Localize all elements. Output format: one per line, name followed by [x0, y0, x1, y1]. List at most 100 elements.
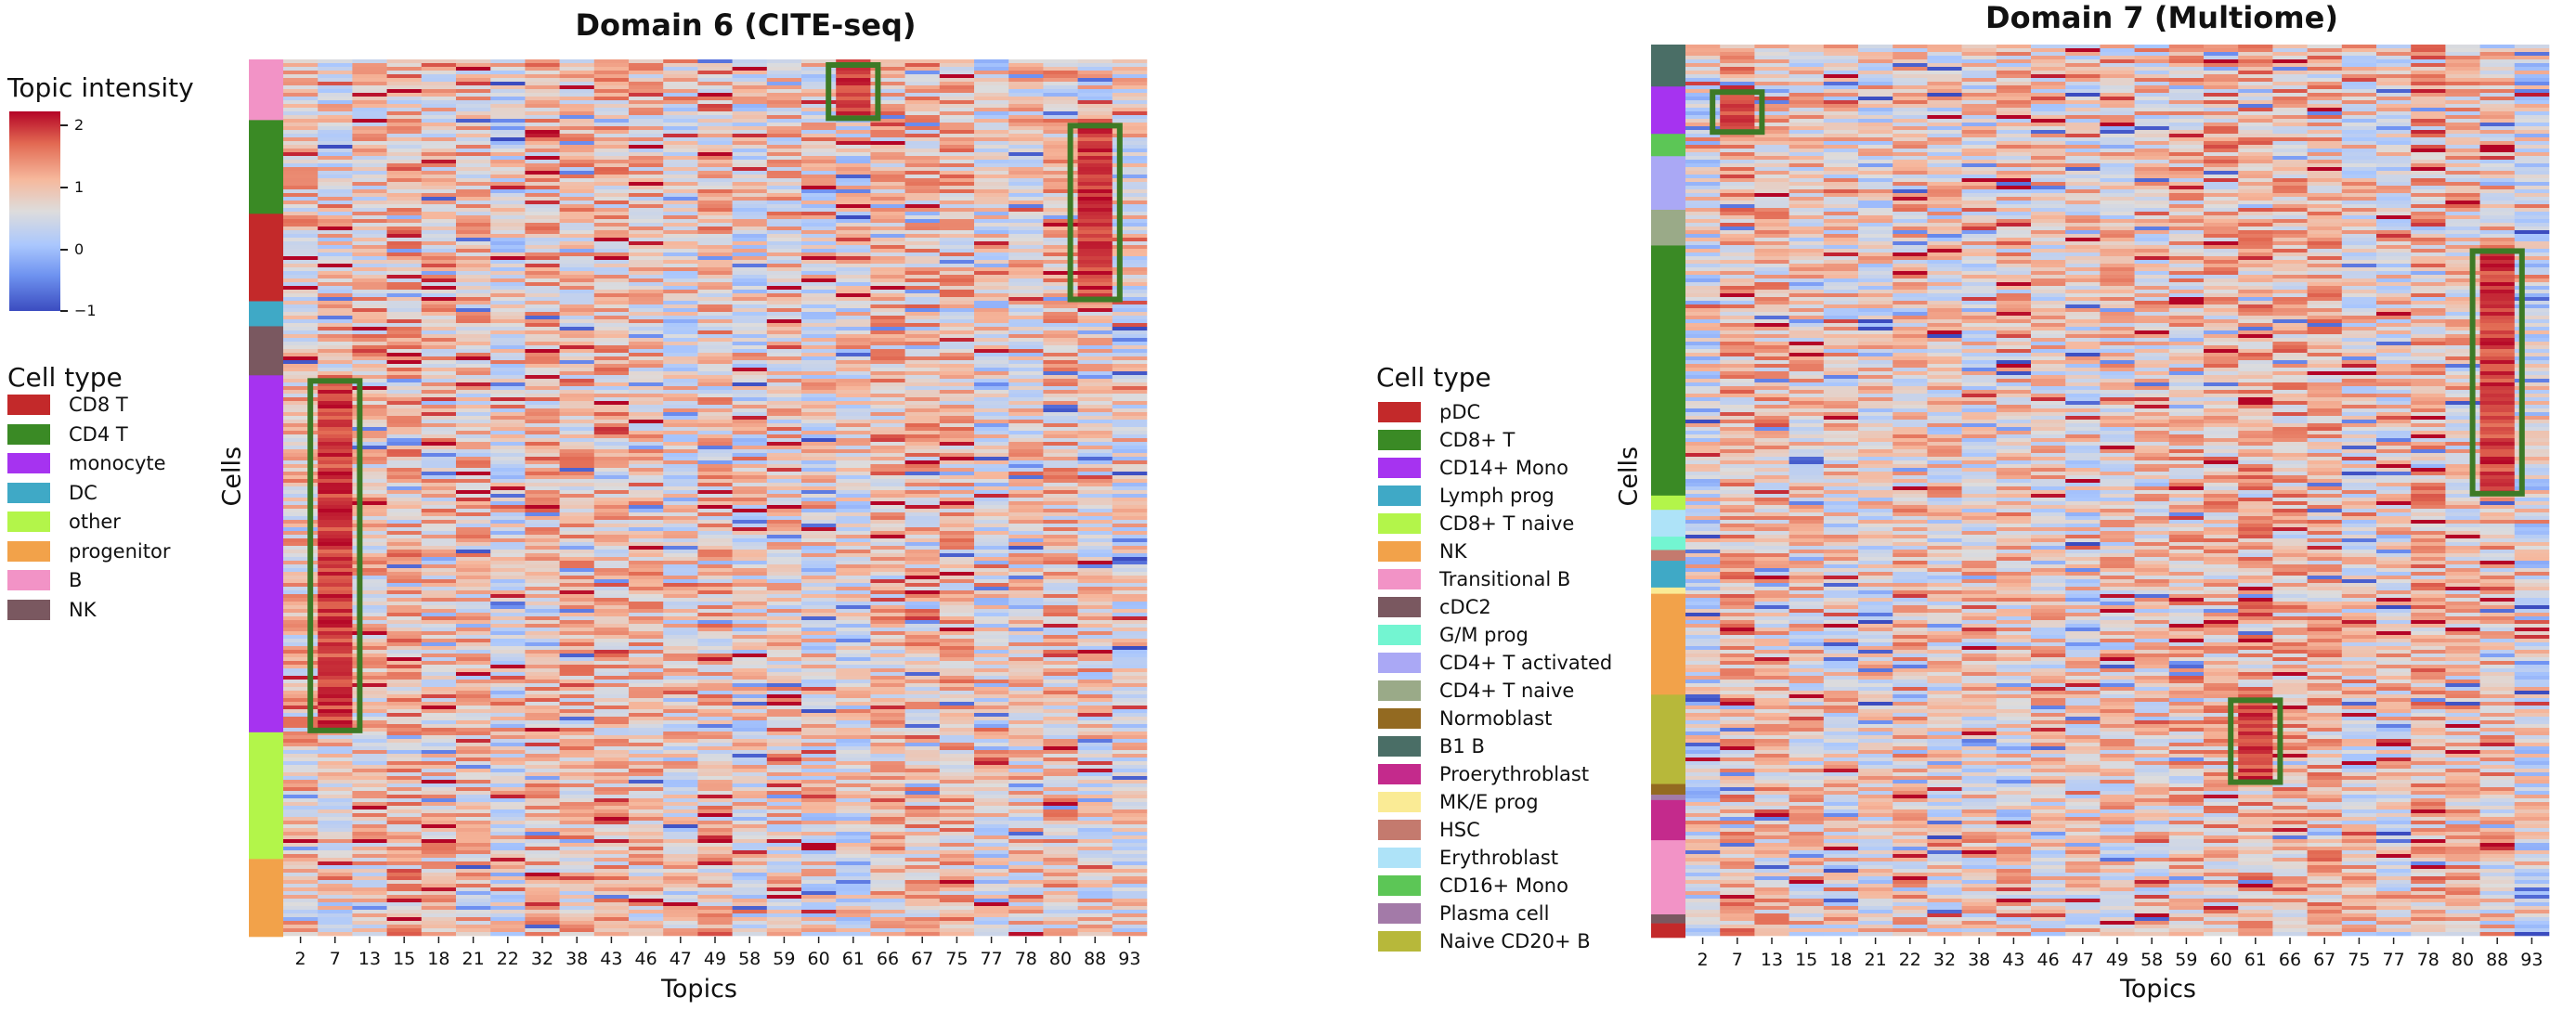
heatmap-cell: [836, 371, 871, 376]
heatmap-cell: [1008, 304, 1044, 309]
heatmap-cell: [904, 137, 941, 142]
heatmap-cell: [836, 137, 871, 142]
heatmap-cell: [629, 264, 664, 268]
heatmap-cell: [629, 271, 664, 276]
heatmap-cell: [1008, 301, 1044, 305]
heatmap-cell: [870, 171, 905, 175]
heatmap-cell: [559, 201, 595, 205]
heatmap-cell: [456, 579, 491, 584]
heatmap-cell: [836, 475, 871, 480]
heatmap-cell: [1112, 104, 1148, 109]
heatmap-cell: [525, 219, 560, 224]
heatmap-cell: [1043, 163, 1078, 168]
heatmap-cell: [559, 483, 595, 487]
heatmap-cell: [283, 576, 319, 580]
heatmap-cell: [974, 364, 1009, 369]
heatmap-cell: [525, 178, 560, 183]
heatmap-cell: [629, 342, 664, 346]
heatmap-cell: [490, 420, 526, 424]
heatmap-cell: [870, 761, 905, 766]
heatmap-cell: [939, 219, 975, 224]
heatmap-cell: [593, 680, 630, 684]
heatmap-cell: [766, 308, 802, 313]
heatmap-cell: [456, 297, 491, 302]
heatmap-cell: [732, 483, 768, 487]
heatmap-cell: [663, 609, 698, 614]
heatmap-cell: [801, 193, 837, 198]
heatmap-cell: [904, 602, 941, 606]
heatmap-cell: [766, 680, 802, 684]
heatmap-cell: [732, 509, 768, 513]
heatmap-cell: [836, 327, 871, 331]
heatmap-cell: [593, 182, 630, 187]
heatmap-cell: [1008, 108, 1044, 112]
heatmap-cell: [1077, 275, 1113, 279]
heatmap-cell: [352, 219, 387, 224]
heatmap-cell: [1077, 772, 1113, 777]
heatmap-cell: [593, 687, 630, 692]
heatmap-cell: [593, 111, 630, 116]
heatmap-cell: [1112, 204, 1148, 209]
heatmap-cell: [1043, 152, 1078, 157]
heatmap-cell: [593, 453, 630, 458]
heatmap-cell: [1077, 186, 1113, 190]
heatmap-cell: [766, 486, 802, 491]
heatmap-cell: [593, 427, 630, 432]
heatmap-cell: [490, 661, 526, 666]
heatmap-cell: [490, 776, 526, 781]
heatmap-cell: [1112, 561, 1148, 565]
heatmap-cell: [629, 178, 664, 183]
heatmap-cell: [766, 316, 802, 320]
heatmap-cell: [766, 134, 802, 138]
heatmap-cell: [456, 702, 491, 706]
heatmap-cell: [766, 141, 802, 146]
heatmap-cell: [318, 271, 353, 276]
heatmap-cell: [870, 304, 905, 309]
heatmap-cell: [836, 141, 871, 146]
heatmap-cell: [456, 646, 491, 651]
heatmap-cell: [870, 795, 905, 799]
heatmap-cell: [663, 765, 698, 770]
heatmap-cell: [1043, 78, 1078, 83]
heatmap-cell: [593, 330, 630, 335]
heatmap-cell: [456, 735, 491, 740]
heatmap-cell: [939, 304, 975, 309]
heatmap-cell: [1112, 316, 1148, 320]
heatmap-cell: [663, 252, 698, 257]
heatmap-cell: [801, 356, 837, 361]
heatmap-cell: [1112, 720, 1148, 725]
heatmap-cell: [732, 524, 768, 528]
heatmap-cell: [870, 282, 905, 287]
heatmap-cell: [1008, 769, 1044, 773]
heatmap-cell: [421, 394, 457, 398]
heatmap-cell: [870, 104, 905, 109]
heatmap-cell: [559, 665, 595, 669]
heatmap-cell: [1112, 583, 1148, 588]
heatmap-cell: [283, 319, 319, 324]
heatmap-cell: [801, 297, 837, 302]
heatmap-cell: [490, 720, 526, 725]
heatmap-cell: [318, 278, 353, 283]
heatmap-cell: [974, 483, 1009, 487]
heatmap-cell: [1077, 795, 1113, 799]
heatmap-cell: [559, 397, 595, 402]
heatmap-cell: [904, 379, 941, 383]
heatmap-cell: [732, 412, 768, 417]
heatmap-cell: [939, 301, 975, 305]
heatmap-cell: [352, 501, 387, 506]
heatmap-cell: [801, 728, 837, 732]
heatmap-cell: [697, 301, 733, 305]
heatmap-cell: [283, 453, 319, 458]
heatmap-cell: [904, 654, 941, 658]
heatmap-cell: [456, 457, 491, 461]
heatmap-cell: [1077, 171, 1113, 175]
heatmap-cell: [629, 371, 664, 376]
heatmap-cell: [870, 501, 905, 506]
heatmap-cell: [593, 498, 630, 502]
heatmap-cell: [593, 178, 630, 183]
heatmap-cell: [283, 238, 319, 242]
heatmap-cell: [732, 201, 768, 205]
heatmap-cell: [1008, 308, 1044, 313]
heatmap-cell: [1112, 338, 1148, 343]
heatmap-cell: [939, 446, 975, 450]
